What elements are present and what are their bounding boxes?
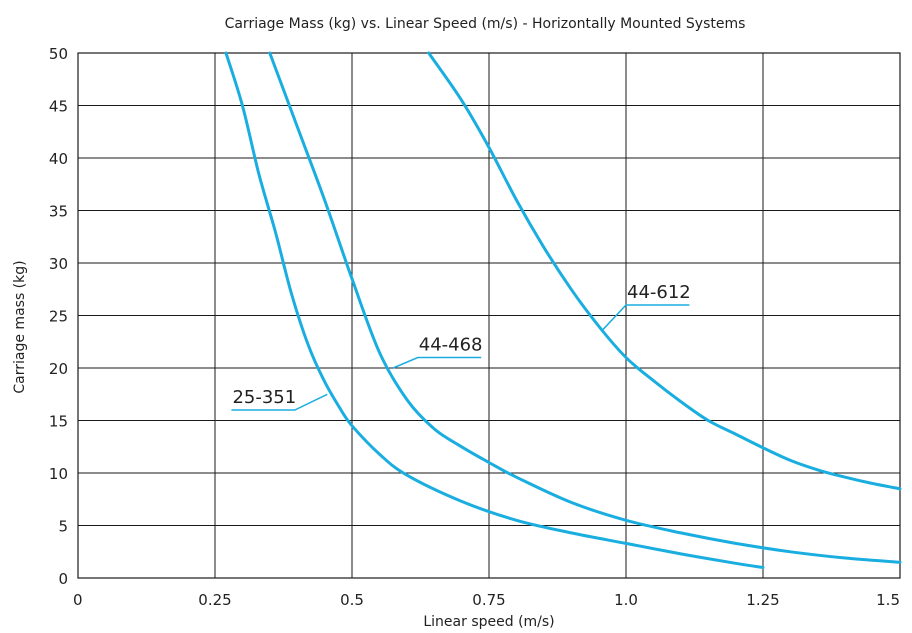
leader-line-44-612 [600,304,690,332]
y-tick-label: 0 [58,570,68,588]
x-tick-label: 1.5 [876,591,900,609]
y-tick-label: 40 [49,150,68,168]
x-axis-label: Linear speed (m/s) [423,614,554,630]
y-tick-label: 15 [49,413,68,431]
x-tick-label: 0.25 [198,591,231,609]
series-line-44-468 [268,51,902,564]
y-tick-label: 45 [49,98,68,116]
series-label-44-468: 44-468 [419,335,483,356]
plot-frame [77,52,901,579]
y-tick-label: 10 [49,465,68,483]
y-axis-label: Carriage mass (kg) [12,260,28,393]
x-tick-label: 0 [73,591,83,609]
series-line-44-612 [427,51,902,491]
series-label-44-612: 44-612 [627,282,691,303]
y-tick-label: 50 [49,45,68,63]
x-tick-label: 1.0 [614,591,638,609]
y-tick-label: 25 [49,308,68,326]
series-line-25-351 [224,51,765,569]
series-label-25-351: 25-351 [232,387,296,408]
grid [77,52,901,579]
x-tick-label: 1.25 [746,591,779,609]
x-tick-label: 0.75 [472,591,505,609]
curve-labels: 25-351 44-468 44-612 [231,282,691,411]
leader-line-25-351 [231,393,328,411]
y-tick-label: 35 [49,203,68,221]
tick-labels: 0 0.25 0.5 0.75 1.0 1.25 1.5 0 5 10 15 20 25 30 35 40 45… [49,45,900,609]
y-tick-label: 30 [49,255,68,273]
y-tick-label: 5 [58,518,68,536]
x-tick-label: 0.5 [340,591,364,609]
curves [224,51,902,569]
y-tick-label: 20 [49,360,68,378]
leader-line-44-468 [392,356,482,369]
chart-title: Carriage Mass (kg) vs. Linear Speed (m/s… [225,16,746,32]
